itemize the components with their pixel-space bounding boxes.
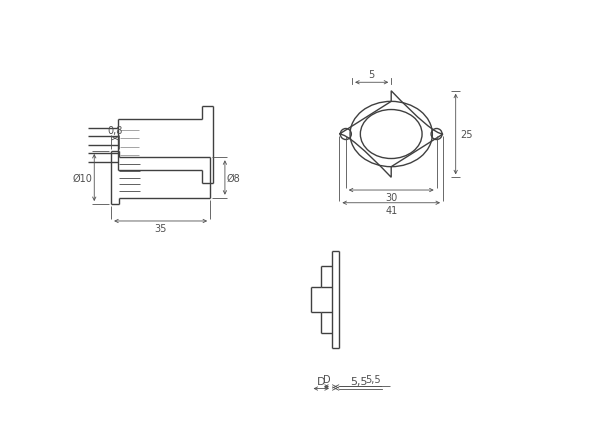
- Text: 5: 5: [368, 70, 375, 80]
- Text: 41: 41: [385, 205, 397, 216]
- Text: Ø8: Ø8: [227, 173, 241, 183]
- Text: 5,5: 5,5: [350, 377, 368, 386]
- Text: Ø10: Ø10: [72, 173, 92, 183]
- Text: D: D: [323, 374, 331, 384]
- Text: 30: 30: [385, 193, 397, 203]
- Text: 5,5: 5,5: [365, 374, 380, 384]
- Text: D: D: [317, 377, 325, 386]
- Text: 25: 25: [460, 130, 472, 140]
- Text: 35: 35: [154, 224, 167, 233]
- Text: 0,8: 0,8: [107, 126, 123, 135]
